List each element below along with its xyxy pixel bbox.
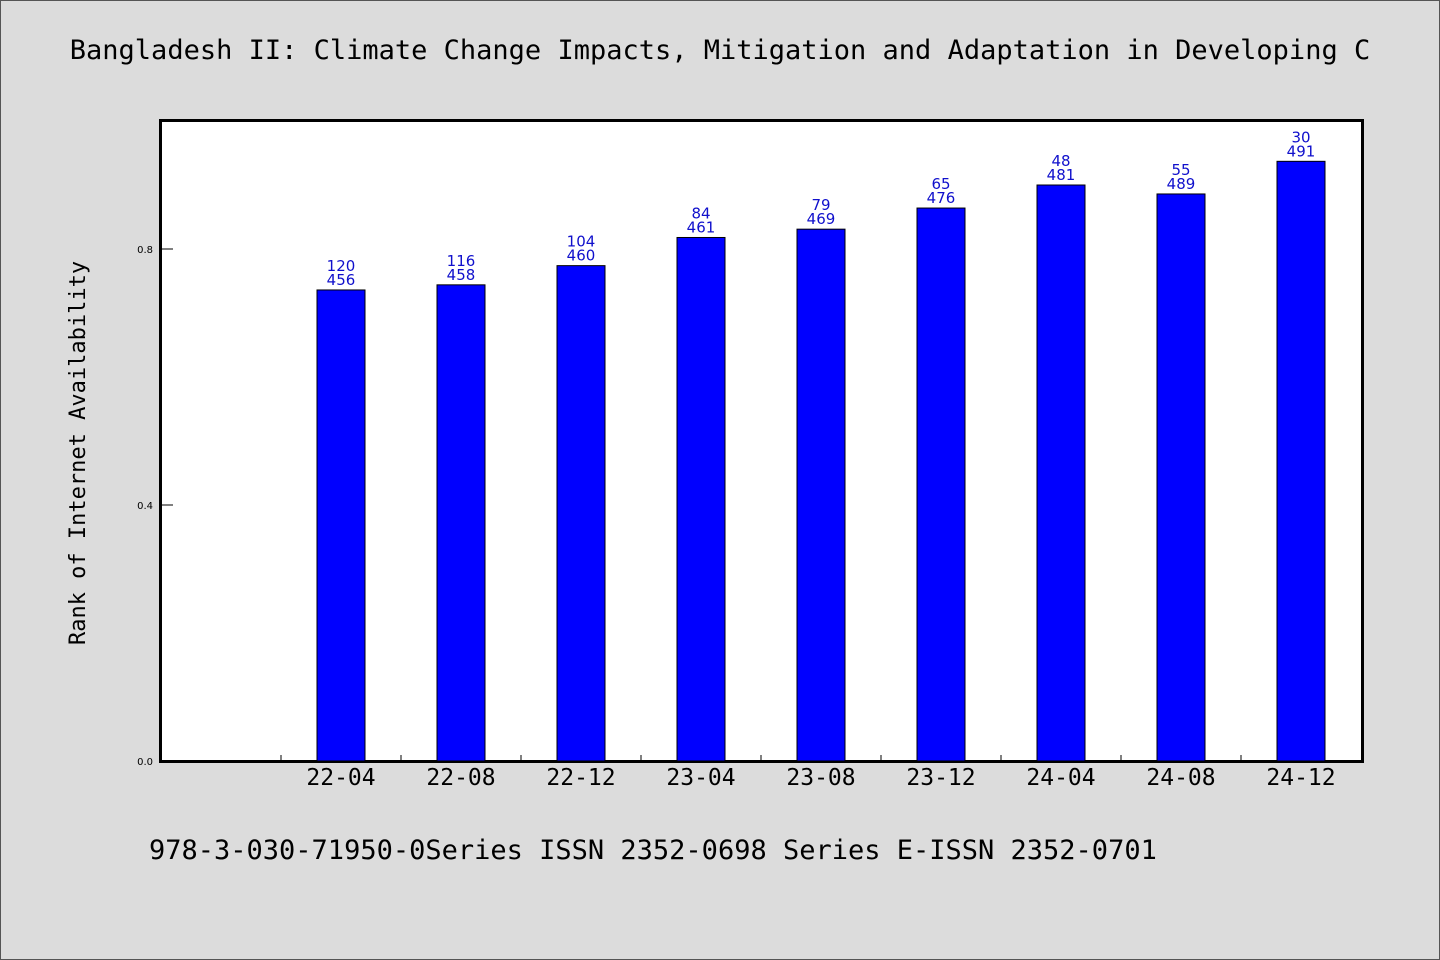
data-label-top: 48 <box>1051 152 1070 170</box>
y-axis-label: Rank of Internet Availability <box>66 261 91 645</box>
data-label-bottom: 461 <box>687 218 716 236</box>
bar <box>796 228 846 762</box>
bar <box>916 207 966 762</box>
x-tick-label: 24-12 <box>1266 765 1335 791</box>
data-label-top: 104 <box>567 233 596 251</box>
bar <box>1036 184 1086 762</box>
x-tick-label: 23-08 <box>786 765 855 791</box>
y-tick-label: 0.8 <box>137 245 153 256</box>
data-label-bottom: 491 <box>1287 142 1316 160</box>
data-label-top: 30 <box>1291 128 1310 146</box>
bar <box>676 236 726 762</box>
data-label-bottom: 458 <box>447 266 476 284</box>
bar <box>1276 160 1326 762</box>
bars <box>316 160 1326 762</box>
x-tick-label: 23-12 <box>906 765 975 791</box>
chart-title: Bangladesh II: Climate Change Impacts, M… <box>69 35 1371 66</box>
bar <box>556 265 606 762</box>
x-tick-label: 22-08 <box>426 765 495 791</box>
data-label-top: 65 <box>931 175 950 193</box>
x-tick-label: 22-12 <box>546 765 615 791</box>
axis-ticks: 0.0 0.4 0.8 <box>137 245 1242 768</box>
data-label-bottom: 456 <box>327 271 356 289</box>
data-label-bottom: 481 <box>1047 166 1076 184</box>
data-label-top: 116 <box>447 252 476 270</box>
data-label-bottom: 460 <box>567 247 596 265</box>
bar <box>436 284 486 762</box>
x-tick-label: 23-04 <box>666 765 735 791</box>
x-tick-label: 24-04 <box>1026 765 1095 791</box>
x-tick-label: 22-04 <box>306 765 375 791</box>
data-label-top: 120 <box>327 257 356 275</box>
x-tick-label: 24-08 <box>1146 765 1215 791</box>
data-label-bottom: 469 <box>807 210 836 228</box>
data-label-top: 55 <box>1171 161 1190 179</box>
bar <box>316 289 366 762</box>
y-tick-label: 0.0 <box>137 757 153 768</box>
footer-text: 978-3-030-71950-0Series ISSN 2352-0698 S… <box>149 835 1157 866</box>
data-label-top: 79 <box>811 196 830 214</box>
bar <box>1156 193 1206 762</box>
data-label-bottom: 476 <box>927 189 956 207</box>
data-label-top: 84 <box>691 204 710 222</box>
data-label-bottom: 489 <box>1167 175 1196 193</box>
y-tick-label: 0.4 <box>137 501 153 512</box>
